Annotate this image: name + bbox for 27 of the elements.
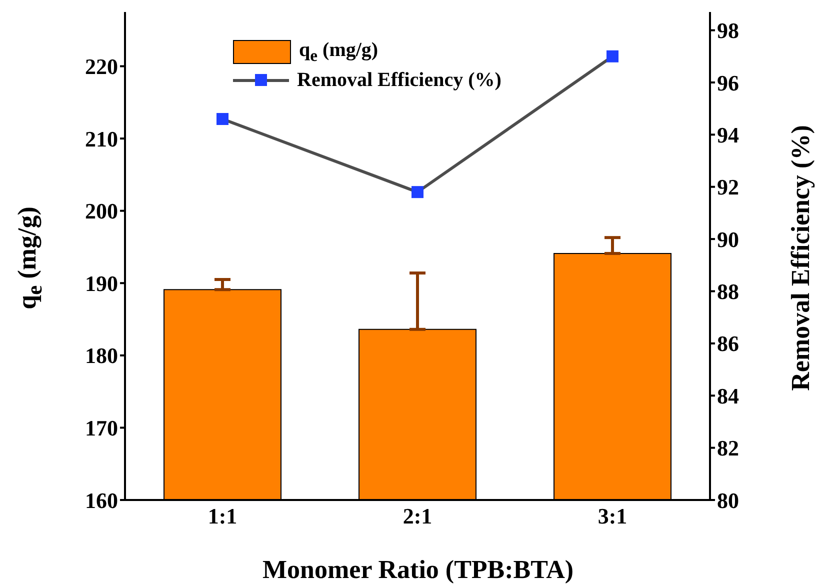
point — [412, 186, 424, 198]
x-tick-label: 3:1 — [598, 504, 628, 529]
x-tick-label: 2:1 — [402, 504, 432, 529]
y2-tick-label: 98 — [717, 18, 739, 44]
y-tick-label: 170 — [85, 416, 118, 441]
y-tick-label: 160 — [85, 488, 118, 513]
y-tick-label: 220 — [85, 54, 118, 80]
point — [606, 50, 618, 62]
y2-tick-label: 88 — [717, 279, 739, 304]
y-tick-label: 200 — [85, 198, 118, 224]
y2-tick-label: 94 — [717, 122, 739, 148]
y-tick-label: 210 — [85, 126, 118, 152]
y2-tick-label: 80 — [717, 488, 739, 513]
y2-tick-label: 84 — [717, 383, 739, 408]
y-tick-label: 190 — [85, 270, 118, 296]
y2-tick-label: 96 — [717, 70, 739, 96]
y2-tick-label: 92 — [717, 174, 739, 200]
x-axis-title: Monomer Ratio (TPB:BTA) — [262, 555, 574, 584]
y2-axis-title: Removal Efficiency (%) — [786, 125, 815, 391]
legend-label: Removal Efficiency (%) — [297, 68, 502, 92]
x-tick-label: 1:1 — [208, 504, 238, 529]
legend-label: q$_{e}$ (mg/g) — [299, 38, 378, 66]
y-tick-label: 180 — [85, 343, 118, 368]
point — [216, 112, 228, 125]
y2-tick-label: 82 — [717, 436, 739, 461]
y2-tick-label: 86 — [717, 331, 739, 356]
y2-tick-label: 90 — [717, 226, 739, 252]
